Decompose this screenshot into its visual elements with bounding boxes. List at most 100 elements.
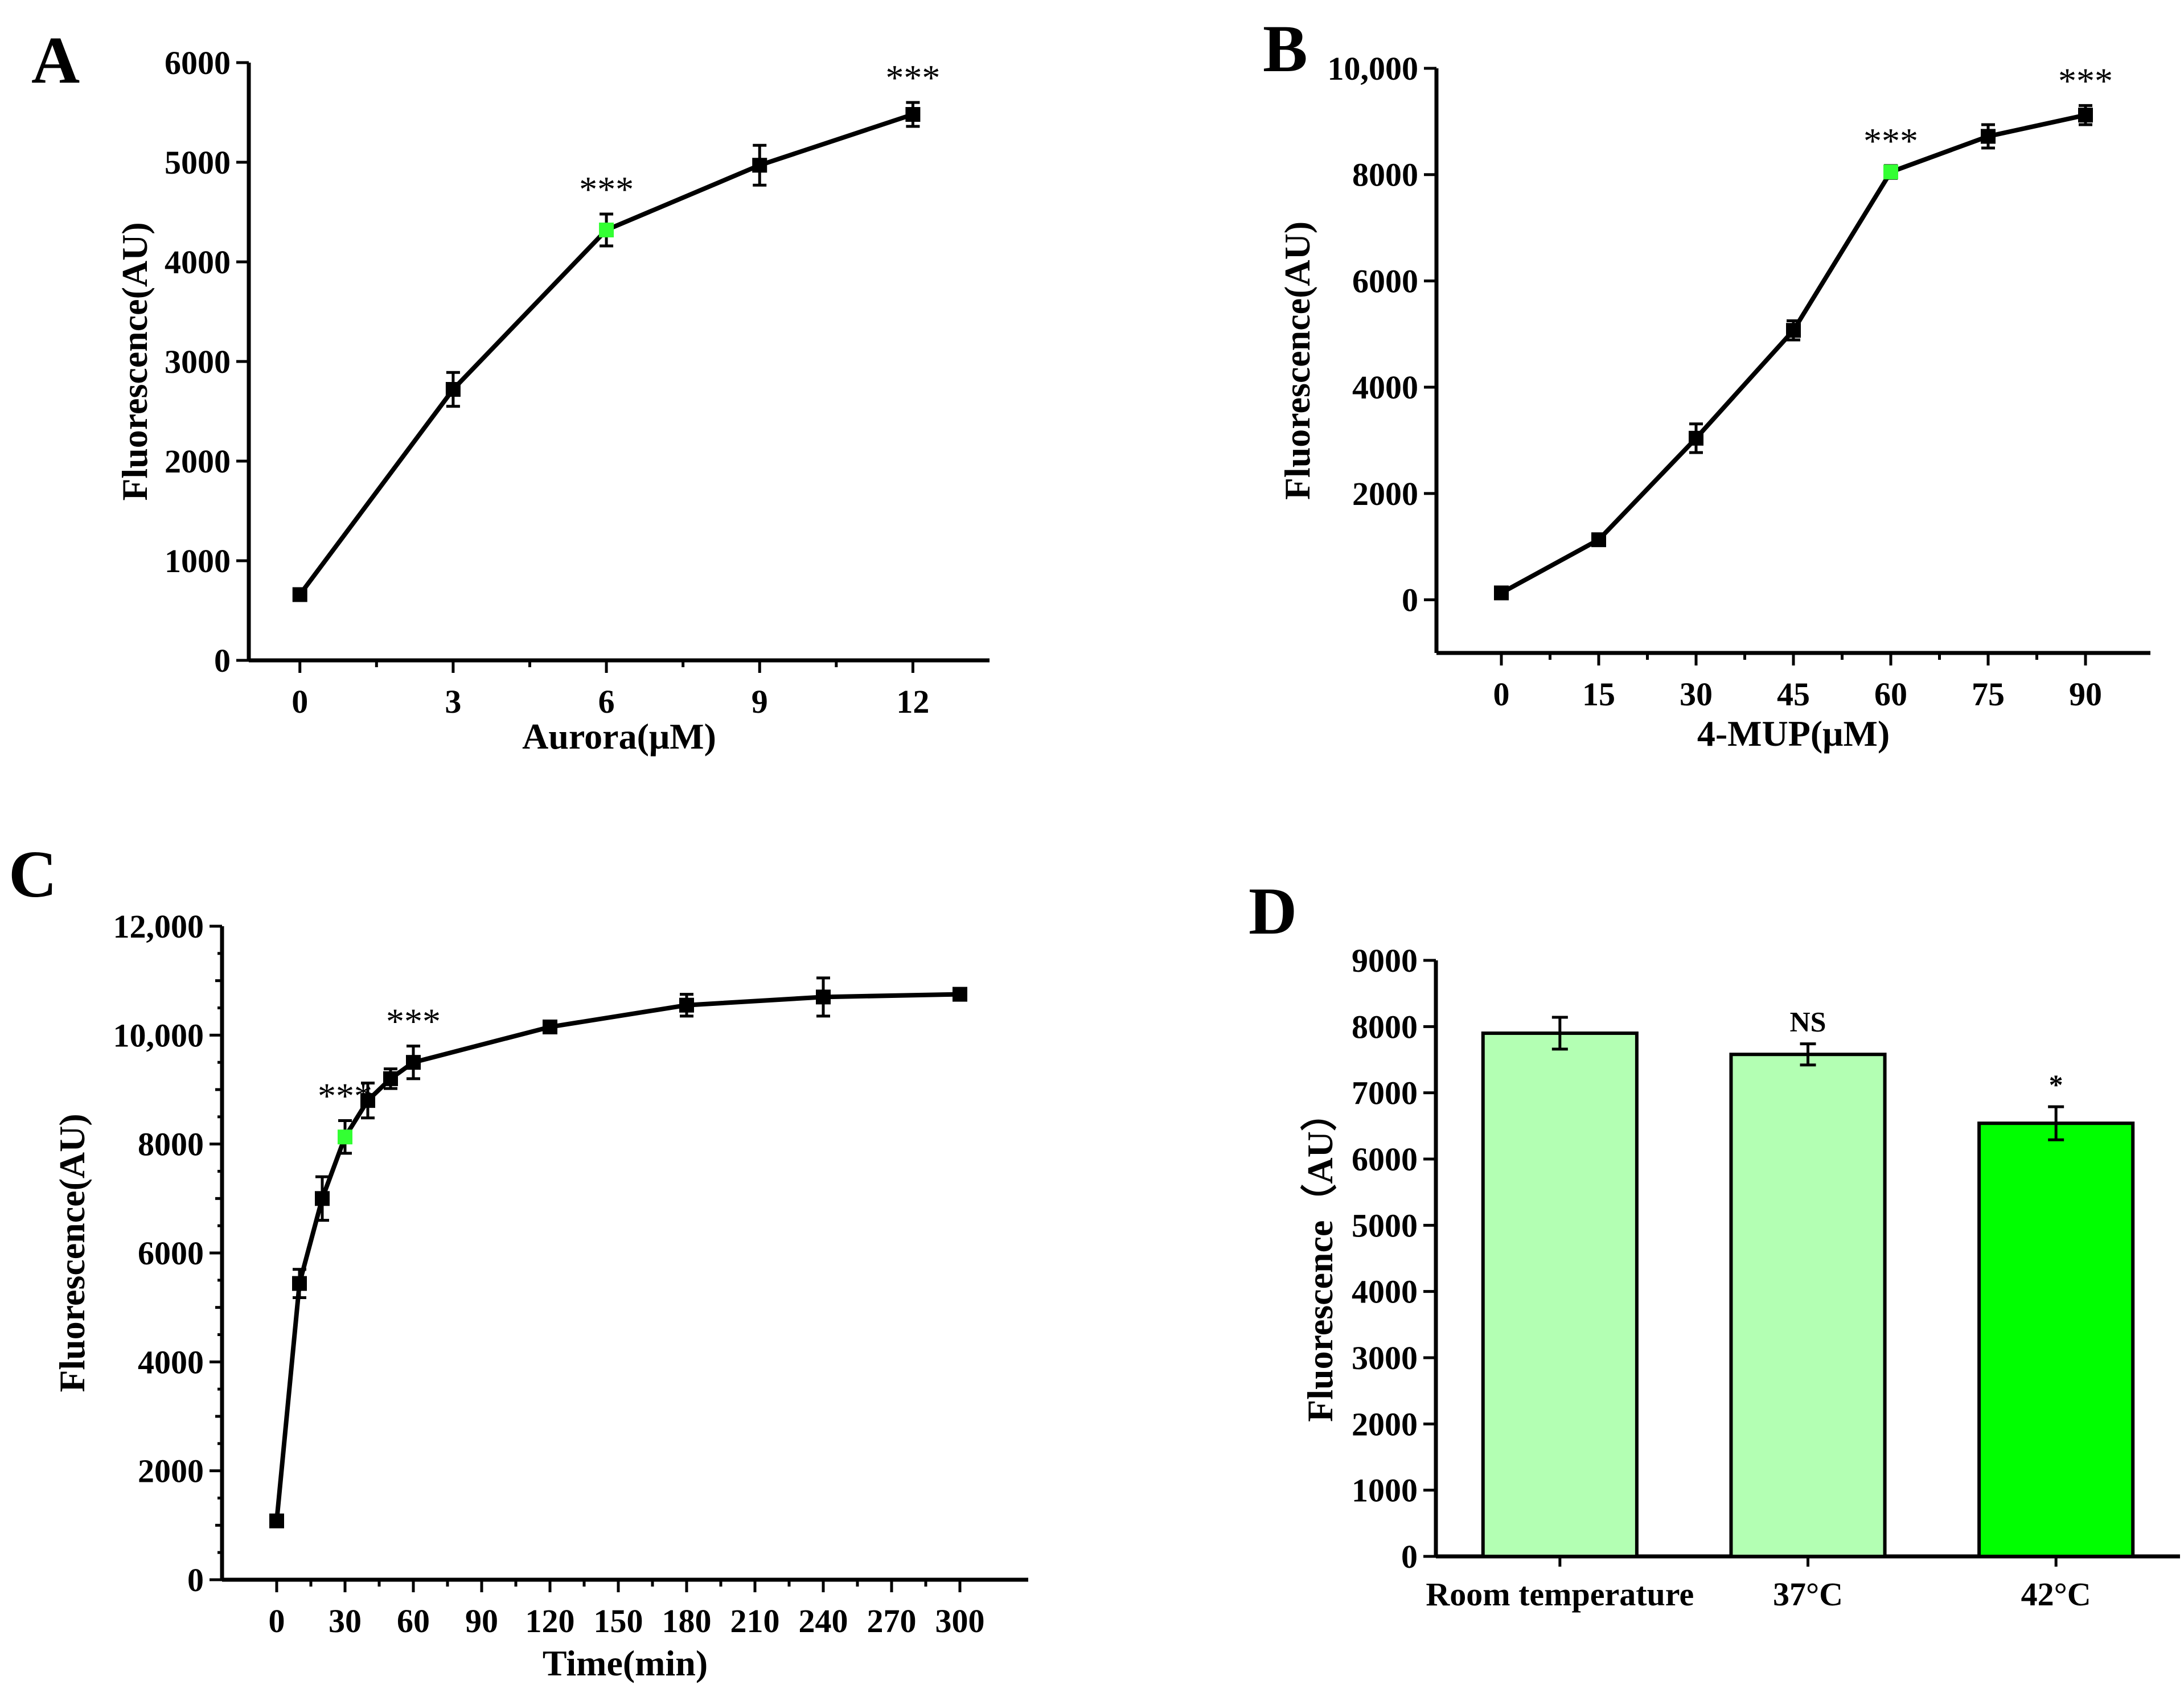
y-tick-label: 8000 bbox=[1352, 157, 1418, 194]
x-tick-label: 0 bbox=[269, 1603, 285, 1640]
x-tick-label: 0 bbox=[292, 683, 308, 720]
x-tick-label: 45 bbox=[1777, 676, 1810, 713]
x-tick-label: 12 bbox=[896, 683, 929, 720]
y-tick-label: 12,000 bbox=[113, 908, 204, 945]
panel-letter: A bbox=[31, 23, 80, 97]
x-tick-label: 300 bbox=[935, 1603, 985, 1640]
bar bbox=[1481, 1031, 1639, 1558]
data-point bbox=[1591, 532, 1606, 548]
significance-label: NS bbox=[1790, 1006, 1826, 1038]
significance-label: *** bbox=[1863, 121, 1918, 161]
data-point bbox=[543, 1019, 557, 1034]
significance-label: *** bbox=[386, 1001, 441, 1041]
y-tick-label: 4000 bbox=[1352, 1273, 1418, 1310]
panel-b: B 0 2000 4000 6000 8000 10,000 0 15 30 45 60 75 90 4-M… bbox=[1263, 11, 2150, 754]
x-tick-label: 150 bbox=[594, 1603, 643, 1640]
data-point bbox=[1786, 323, 1801, 338]
significance-label: *** bbox=[318, 1076, 372, 1116]
x-axis-title: Aurora(μM) bbox=[522, 716, 716, 757]
panel-letter: B bbox=[1263, 11, 1308, 86]
x-tick-label: 120 bbox=[526, 1603, 575, 1640]
y-tick-label: 6000 bbox=[165, 44, 231, 81]
data-point bbox=[292, 1276, 307, 1291]
y-tick-label: 7000 bbox=[1352, 1075, 1418, 1112]
data-point bbox=[445, 382, 461, 397]
y-tick-label: 0 bbox=[187, 1562, 204, 1599]
data-point bbox=[269, 1513, 284, 1528]
data-point-highlight bbox=[338, 1129, 352, 1145]
panel-a: A 0 1000 2000 3000 4000 5000 6000 0 3 6 9 12 Aurora(μ… bbox=[31, 23, 990, 757]
data-point bbox=[816, 989, 831, 1005]
x-category-label: 37°C bbox=[1773, 1576, 1843, 1613]
data-point bbox=[953, 987, 967, 1002]
y-axis-title: Fluorescence(AU) bbox=[52, 1113, 92, 1392]
data-point bbox=[679, 997, 694, 1013]
data-point bbox=[406, 1055, 421, 1070]
panel-c: C 0 2000 4000 6000 8000 10,000 12,000 0 30 60 90 120… bbox=[9, 837, 1028, 1683]
data-point bbox=[1981, 129, 1996, 144]
y-tick-label: 8000 bbox=[138, 1126, 204, 1163]
x-tick-label: 30 bbox=[1680, 676, 1713, 713]
x-tick-label: 60 bbox=[397, 1603, 430, 1640]
y-tick-label: 0 bbox=[1402, 582, 1418, 619]
y-tick-label: 4000 bbox=[1352, 369, 1418, 406]
x-tick-label: 270 bbox=[867, 1603, 917, 1640]
x-tick-label: 60 bbox=[1874, 676, 1907, 713]
x-tick-label: 180 bbox=[662, 1603, 712, 1640]
y-axis-title: Fluorescence(AU) bbox=[1277, 221, 1317, 500]
data-point bbox=[905, 107, 921, 122]
panel-letter: C bbox=[9, 837, 57, 911]
y-tick-label: 2000 bbox=[138, 1453, 204, 1490]
bar bbox=[1729, 1053, 1887, 1558]
y-axis-title: Fluorescence(AU) bbox=[114, 222, 155, 500]
data-point bbox=[315, 1191, 330, 1206]
y-tick-label: 8000 bbox=[1352, 1008, 1418, 1045]
x-category-label: Room temperature bbox=[1426, 1576, 1694, 1613]
x-category-label: 42°C bbox=[2021, 1576, 2091, 1613]
panel-letter: D bbox=[1249, 874, 1297, 948]
y-axis-title: Fluorescence（AU） bbox=[1300, 1095, 1340, 1422]
x-tick-label: 9 bbox=[752, 683, 768, 720]
x-axis-title: Time(min) bbox=[543, 1643, 708, 1683]
x-axis-title: 4-MUP(μM) bbox=[1697, 713, 1890, 754]
y-tick-label: 1000 bbox=[165, 543, 231, 580]
x-tick-label: 3 bbox=[445, 683, 461, 720]
y-tick-label: 5000 bbox=[165, 144, 231, 181]
significance-label: * bbox=[2049, 1069, 2063, 1100]
y-tick-label: 0 bbox=[214, 642, 231, 679]
y-tick-label: 5000 bbox=[1352, 1207, 1418, 1244]
y-tick-label: 2000 bbox=[1352, 475, 1418, 512]
y-tick-label: 10,000 bbox=[1328, 50, 1419, 87]
data-point bbox=[1689, 430, 1703, 446]
y-tick-label: 3000 bbox=[165, 343, 231, 380]
y-tick-label: 3000 bbox=[1352, 1339, 1418, 1376]
data-point bbox=[292, 587, 307, 602]
y-tick-label: 2000 bbox=[1352, 1406, 1418, 1443]
data-point bbox=[2078, 108, 2093, 123]
data-point bbox=[752, 158, 767, 173]
data-point-highlight bbox=[599, 223, 614, 237]
x-tick-label: 210 bbox=[730, 1603, 780, 1640]
y-tick-label: 6000 bbox=[1352, 262, 1418, 299]
y-tick-label: 6000 bbox=[138, 1235, 204, 1272]
significance-label: *** bbox=[885, 57, 940, 98]
data-point-highlight bbox=[1883, 165, 1898, 180]
y-tick-label: 4000 bbox=[138, 1343, 204, 1380]
y-tick-label: 0 bbox=[1401, 1538, 1418, 1575]
y-tick-label: 6000 bbox=[1352, 1141, 1418, 1178]
y-tick-label: 2000 bbox=[165, 443, 231, 480]
panel-d: D 0 1000 2000 3000 4000 5000 6000 7000 8000 9000 Fl… bbox=[1249, 874, 2180, 1613]
y-tick-label: 1000 bbox=[1352, 1472, 1418, 1509]
data-point bbox=[360, 1093, 375, 1108]
x-tick-label: 90 bbox=[2069, 676, 2102, 713]
x-tick-label: 90 bbox=[465, 1603, 498, 1640]
x-tick-label: 0 bbox=[1493, 676, 1510, 713]
data-point bbox=[383, 1071, 398, 1086]
x-tick-label: 75 bbox=[1972, 676, 2005, 713]
significance-label: *** bbox=[2058, 60, 2113, 101]
bar bbox=[1977, 1121, 2135, 1559]
data-point bbox=[1494, 585, 1509, 601]
y-tick-label: 10,000 bbox=[113, 1017, 204, 1054]
x-tick-label: 15 bbox=[1582, 676, 1615, 713]
